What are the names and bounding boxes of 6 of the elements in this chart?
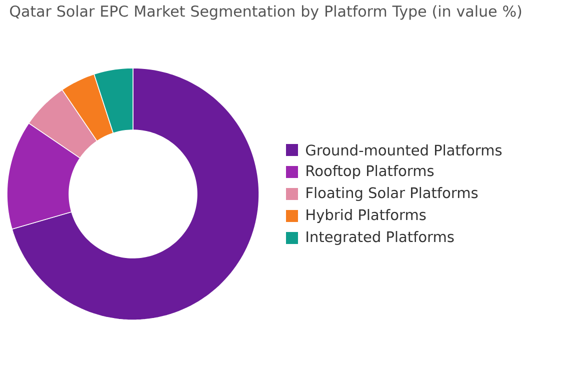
legend-label: Integrated Platforms — [306, 230, 454, 246]
legend-label: Hybrid Platforms — [306, 208, 426, 224]
legend-label: Rooftop Platforms — [306, 164, 434, 180]
chart-title: Qatar Solar EPC Market Segmentation by Platform Type (in value %) — [10, 5, 522, 20]
legend-label: Floating Solar Platforms — [306, 186, 478, 202]
legend-label: Ground-mounted Platforms — [306, 144, 502, 156]
